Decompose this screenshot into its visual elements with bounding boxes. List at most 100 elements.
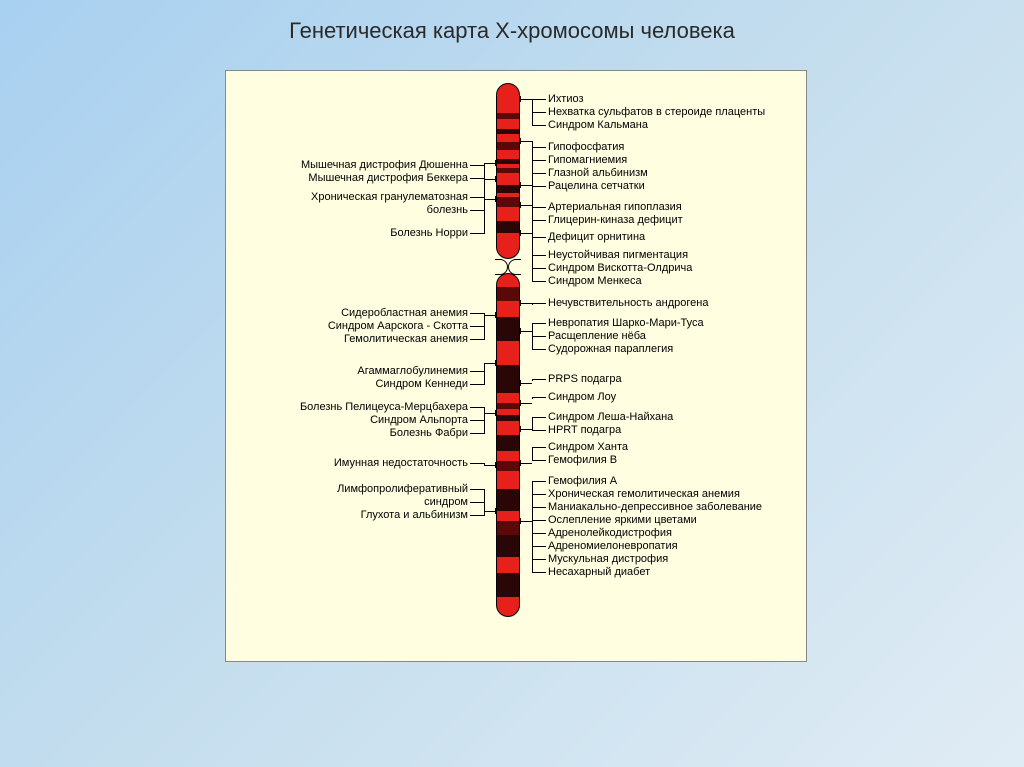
disease-label: Нечувствительность андрогена: [548, 297, 708, 310]
leader-line: [532, 494, 546, 495]
leader-line: [532, 125, 546, 126]
leader-line: [532, 417, 533, 431]
right-label-group: Артериальная гипоплазияГлицерин-киназа д…: [548, 201, 683, 227]
leader-line: [532, 520, 546, 521]
chrom-band: [496, 489, 520, 511]
disease-label: PRPS подагра: [548, 373, 622, 386]
chrom-band: [496, 273, 520, 287]
leader-line: [532, 147, 546, 148]
leader-line: [470, 233, 484, 234]
disease-label: Синдром Леша-Найхана: [548, 411, 673, 424]
disease-label: HPRT подагра: [548, 424, 673, 437]
chrom-band: [496, 134, 520, 142]
leader-line: [520, 96, 521, 102]
left-label-group: Имунная недостаточность: [334, 457, 468, 470]
disease-label: Гемолитическая анемия: [328, 333, 468, 346]
centromere: [496, 259, 520, 273]
leader-line: [532, 173, 546, 174]
right-label-group: Синдром Лоу: [548, 391, 616, 404]
disease-label: Синдром Аарскога - Скотта: [328, 320, 468, 333]
leader-line: [495, 176, 496, 182]
disease-label: болезнь: [311, 204, 468, 217]
chrom-band: [496, 573, 520, 597]
chrom-band: [496, 83, 520, 113]
leader-line: [520, 518, 521, 524]
right-label-group: PRPS подагра: [548, 373, 622, 386]
leader-line: [532, 447, 546, 448]
disease-label: Синдром Менкеса: [548, 275, 692, 288]
leader-line: [520, 429, 532, 430]
leader-line: [532, 99, 546, 100]
leader-line: [484, 313, 485, 340]
chrom-band: [496, 221, 520, 233]
disease-label: Глицерин-киназа дефицит: [548, 214, 683, 227]
disease-label: Болезнь Норри: [390, 227, 468, 240]
disease-label: Гемофилия В: [548, 454, 628, 467]
leader-line: [532, 430, 546, 431]
disease-label: Болезнь Пелицеуса-Мерцбахера: [300, 401, 468, 414]
chrom-band: [496, 365, 520, 393]
leader-line: [470, 407, 484, 408]
leader-line: [532, 507, 546, 508]
disease-label: Гемофилия А: [548, 475, 762, 488]
leader-line: [520, 205, 532, 206]
leader-line: [470, 210, 484, 211]
disease-label: Маниакально-депрессивное заболевание: [548, 501, 762, 514]
chrom-band: [496, 173, 520, 185]
leader-line: [484, 199, 485, 234]
right-label-group: Синдром ХантаГемофилия В: [548, 441, 628, 467]
chrom-band: [496, 233, 520, 259]
chrom-band: [496, 207, 520, 221]
disease-label: Ихтиоз: [548, 93, 765, 106]
right-label-group: Дефицит орнитина: [548, 231, 645, 244]
leader-line: [532, 546, 546, 547]
disease-label: Хроническая гранулематозная: [311, 191, 468, 204]
disease-label: Несахарный диабет: [548, 566, 762, 579]
leader-line: [495, 410, 496, 416]
leader-line: [520, 303, 532, 304]
disease-label: Мускульная дистрофия: [548, 553, 762, 566]
leader-line: [532, 349, 546, 350]
leader-line: [495, 196, 496, 202]
chromosome-ideogram: [496, 83, 520, 617]
left-label-group: АгаммаглобулинемияСиндром Кеннеди: [357, 365, 468, 391]
right-label-group: Гемофилия АХроническая гемолитическая ан…: [548, 475, 762, 579]
leader-line: [532, 186, 546, 187]
right-label-group: ИхтиозНехватка сульфатов в стероиде плац…: [548, 93, 765, 132]
leader-line: [532, 237, 546, 238]
leader-line: [470, 463, 484, 464]
disease-label: Синдром Кальмана: [548, 119, 765, 132]
leader-line: [484, 163, 485, 179]
disease-label: Имунная недостаточность: [334, 457, 468, 470]
left-label-group: Хроническая гранулематознаяболезнь: [311, 191, 468, 217]
left-label-group: Болезнь Пелицеуса-МерцбахераСиндром Альп…: [300, 401, 468, 440]
leader-line: [532, 460, 546, 461]
left-label-group: Сидеробластная анемияСиндром Аарскога - …: [328, 307, 468, 346]
leader-line: [484, 407, 485, 434]
leader-line: [532, 323, 546, 324]
leader-line: [495, 312, 496, 318]
leader-line: [532, 255, 546, 256]
disease-label: Мышечная дистрофия Беккера: [301, 172, 468, 185]
leader-line: [532, 112, 546, 113]
disease-label: синдром: [337, 496, 468, 509]
leader-line: [520, 230, 521, 236]
disease-label: Хроническая гемолитическая анемия: [548, 488, 762, 501]
disease-label: Агаммаглобулинемия: [357, 365, 468, 378]
leader-line: [470, 515, 484, 516]
chrom-band: [496, 185, 520, 193]
left-label-group: Мышечная дистрофия ДюшеннаМышечная дистр…: [301, 159, 468, 185]
disease-label: Глазной альбинизм: [548, 167, 648, 180]
left-label-group: ЛимфопролиферативныйсиндромГлухота и аль…: [337, 483, 468, 522]
chrom-band: [496, 435, 520, 451]
leader-line: [520, 99, 532, 100]
disease-label: Глухота и альбинизм: [337, 509, 468, 522]
disease-label: Рацелина сетчатки: [548, 180, 648, 193]
chrom-band: [496, 341, 520, 365]
disease-label: Синдром Кеннеди: [357, 378, 468, 391]
leader-line: [532, 417, 546, 418]
chrom-band: [496, 421, 520, 435]
leader-line: [520, 460, 521, 466]
disease-label: Сидеробластная анемия: [328, 307, 468, 320]
leader-line: [532, 160, 546, 161]
